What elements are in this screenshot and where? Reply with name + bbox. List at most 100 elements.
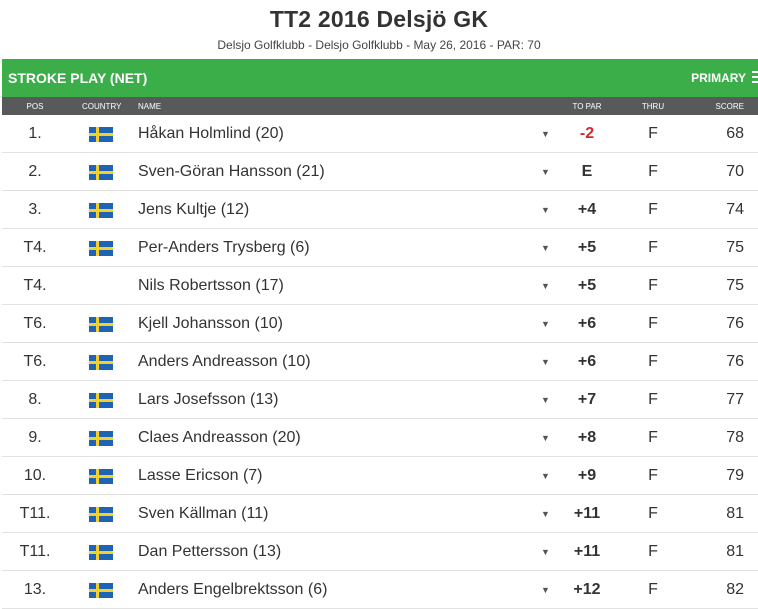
- primary-selector[interactable]: PRIMARY: [691, 71, 746, 85]
- player-thru: F: [648, 429, 658, 446]
- player-topar: +11: [573, 543, 601, 560]
- table-row[interactable]: T6. Kjell Johansson (10) ▼ +6 F 76: [2, 305, 758, 343]
- player-thru: F: [648, 543, 658, 560]
- player-score: 81: [726, 543, 744, 560]
- player-thru: F: [648, 239, 658, 256]
- sweden-flag-icon: [89, 393, 113, 408]
- player-name[interactable]: Anders Andreasson (10): [138, 353, 311, 370]
- caret-down-icon[interactable]: ▼: [541, 471, 550, 481]
- caret-down-icon[interactable]: ▼: [541, 243, 550, 253]
- player-topar: +11: [573, 505, 601, 522]
- player-name[interactable]: Dan Pettersson (13): [138, 543, 282, 560]
- player-score: 77: [726, 391, 744, 408]
- player-thru: F: [648, 277, 658, 294]
- player-position: T6.: [23, 315, 47, 332]
- caret-down-icon[interactable]: ▼: [541, 585, 550, 595]
- player-position: T4.: [23, 277, 47, 294]
- sweden-flag-icon: [89, 545, 113, 560]
- leaderboard-table: 1. Håkan Holmlind (20) ▼ -2 F 68 2. Sven-Göran …: [2, 115, 758, 609]
- player-position: 9.: [28, 429, 42, 446]
- table-row[interactable]: 3. Jens Kultje (12) ▼ +4 F 74: [2, 191, 758, 229]
- table-row[interactable]: 8. Lars Josefsson (13) ▼ +7 F 77: [2, 381, 758, 419]
- table-row[interactable]: 10. Lasse Ericson (7) ▼ +9 F 79: [2, 457, 758, 495]
- table-row[interactable]: 13. Anders Engelbrektsson (6) ▼ +12 F 82: [2, 571, 758, 609]
- player-topar: +4: [577, 201, 597, 218]
- menu-icon[interactable]: [752, 71, 758, 83]
- sweden-flag-icon: [89, 241, 113, 256]
- player-topar: +6: [577, 353, 597, 370]
- caret-down-icon[interactable]: ▼: [541, 509, 550, 519]
- table-row[interactable]: T11. Sven Källman (11) ▼ +11 F 81: [2, 495, 758, 533]
- player-thru: F: [648, 315, 658, 332]
- caret-down-icon[interactable]: ▼: [541, 547, 550, 557]
- page-title: TT2 2016 Delsjö GK: [269, 6, 489, 32]
- player-score: 75: [726, 277, 744, 294]
- caret-down-icon[interactable]: ▼: [541, 167, 550, 177]
- caret-down-icon[interactable]: ▼: [541, 395, 550, 405]
- sweden-flag-icon: [89, 507, 113, 522]
- player-score: 70: [726, 163, 744, 180]
- player-topar: +6: [577, 315, 597, 332]
- caret-down-icon[interactable]: ▼: [541, 433, 550, 443]
- player-name[interactable]: Lars Josefsson (13): [138, 391, 279, 408]
- player-position: 8.: [28, 391, 42, 408]
- table-row[interactable]: T11. Dan Pettersson (13) ▼ +11 F 81: [2, 533, 758, 571]
- player-topar: E: [581, 163, 593, 180]
- player-name[interactable]: Per-Anders Trysberg (6): [138, 239, 310, 256]
- caret-down-icon[interactable]: ▼: [541, 205, 550, 215]
- player-thru: F: [648, 163, 658, 180]
- sweden-flag-icon: [89, 469, 113, 484]
- sweden-flag-icon: [89, 583, 113, 598]
- player-thru: F: [648, 353, 658, 370]
- player-topar: +8: [577, 429, 597, 446]
- player-position: 1.: [28, 125, 42, 142]
- table-row[interactable]: 9. Claes Andreasson (20) ▼ +8 F 78: [2, 419, 758, 457]
- col-thru[interactable]: THRU: [641, 102, 665, 111]
- player-score: 82: [726, 581, 744, 598]
- player-name[interactable]: Claes Andreasson (20): [138, 429, 301, 446]
- caret-down-icon[interactable]: ▼: [541, 357, 550, 367]
- col-pos[interactable]: POS: [26, 102, 44, 111]
- table-row[interactable]: 2. Sven-Göran Hansson (21) ▼ E F 70: [2, 153, 758, 191]
- table-row[interactable]: T6. Anders Andreasson (10) ▼ +6 F 76: [2, 343, 758, 381]
- sweden-flag-icon: [89, 127, 113, 142]
- player-thru: F: [648, 201, 658, 218]
- col-score[interactable]: SCORE: [715, 102, 744, 111]
- player-name[interactable]: Nils Robertsson (17): [138, 277, 284, 294]
- player-position: 13.: [23, 581, 47, 598]
- sweden-flag-icon: [89, 203, 113, 218]
- player-score: 81: [726, 505, 744, 522]
- col-country[interactable]: COUNTRY: [82, 102, 122, 111]
- page-header: TT2 2016 Delsjö GK Delsjo Golfklubb - De…: [0, 0, 758, 52]
- player-thru: F: [648, 505, 658, 522]
- sweden-flag-icon: [89, 165, 113, 180]
- player-thru: F: [648, 581, 658, 598]
- round-bar: STROKE PLAY (NET) PRIMARY: [2, 59, 758, 97]
- table-row[interactable]: T4. Per-Anders Trysberg (6) ▼ +5 F 75: [2, 229, 758, 267]
- player-name[interactable]: Sven Källman (11): [138, 505, 269, 522]
- player-position: 2.: [28, 163, 42, 180]
- player-topar: -2: [579, 125, 595, 142]
- player-name[interactable]: Kjell Johansson (10): [138, 315, 283, 332]
- caret-down-icon[interactable]: ▼: [541, 281, 550, 291]
- player-thru: F: [648, 125, 658, 142]
- caret-down-icon[interactable]: ▼: [541, 129, 550, 139]
- caret-down-icon[interactable]: ▼: [541, 319, 550, 329]
- col-topar[interactable]: TO PAR: [572, 102, 602, 111]
- player-topar: +9: [577, 467, 597, 484]
- player-name[interactable]: Anders Engelbrektsson (6): [138, 581, 328, 598]
- player-name[interactable]: Håkan Holmlind (20): [138, 125, 284, 142]
- table-row[interactable]: 1. Håkan Holmlind (20) ▼ -2 F 68: [2, 115, 758, 153]
- col-name[interactable]: NAME: [138, 102, 162, 111]
- player-score: 76: [726, 353, 744, 370]
- sweden-flag-icon: [89, 317, 113, 332]
- player-score: 76: [726, 315, 744, 332]
- sweden-flag-icon: [89, 431, 113, 446]
- table-row[interactable]: T4. Nils Robertsson (17) ▼ +5 F 75: [2, 267, 758, 305]
- player-name[interactable]: Jens Kultje (12): [138, 201, 250, 218]
- player-position: T11.: [19, 543, 51, 560]
- player-thru: F: [648, 467, 658, 484]
- player-name[interactable]: Lasse Ericson (7): [138, 467, 263, 484]
- player-name[interactable]: Sven-Göran Hansson (21): [138, 163, 325, 180]
- column-header: POS COUNTRY NAME TO PAR THRU SCORE: [2, 97, 758, 115]
